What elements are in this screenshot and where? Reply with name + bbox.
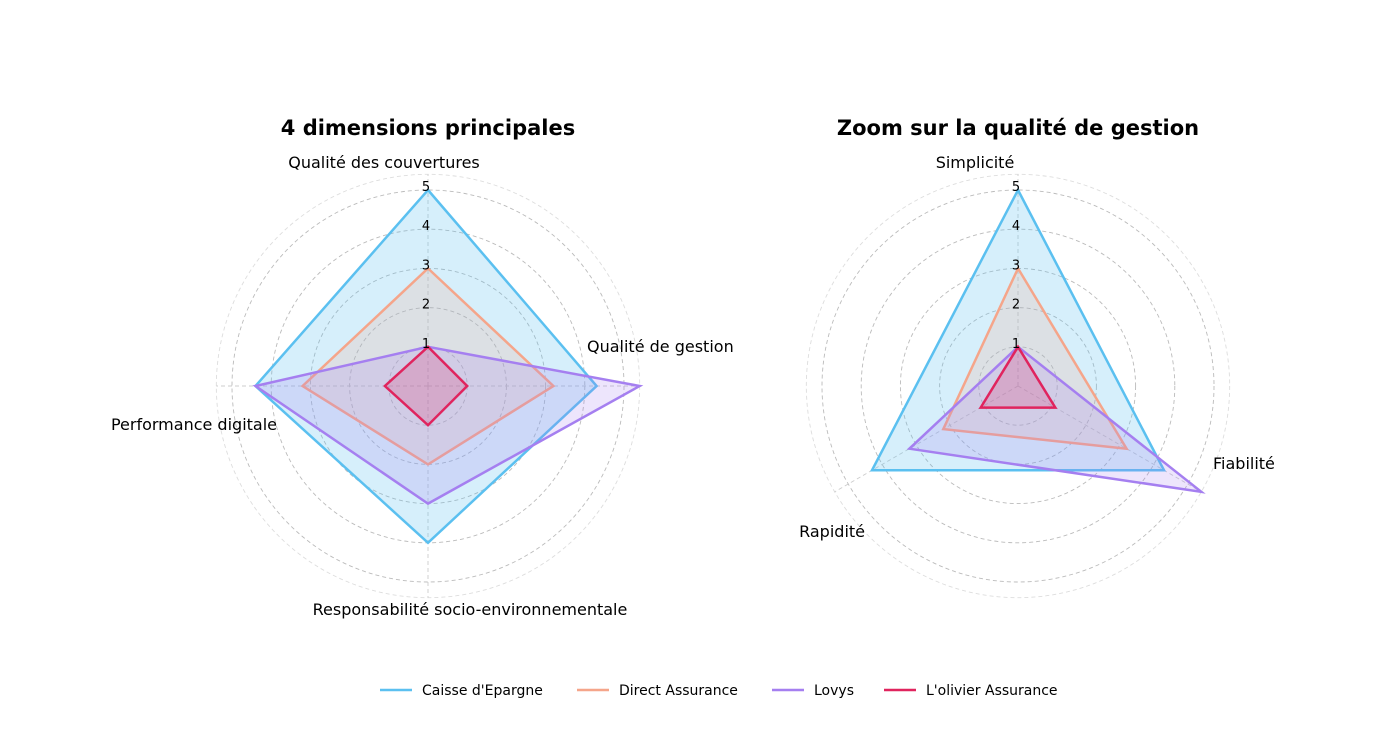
legend-item-lovys: Lovys (772, 683, 854, 699)
grid-spoke (834, 385, 1019, 493)
axis-label-responsabilite-socio-environnementale: Responsabilité socio-environnementale (313, 600, 628, 619)
radar-chart-management: 1 2 3 4 5 Simplicité Fiabilité Rapidité Zoom sur… (799, 116, 1275, 599)
series-caisse-d-epargne (869, 187, 1167, 472)
legend-label: L'olivier Assurance (926, 683, 1058, 699)
series-l-olivier-assurance (978, 344, 1058, 409)
tick-label: 2 (1012, 298, 1020, 313)
tick-label: 4 (1012, 219, 1020, 234)
legend: Caisse d'Epargne Direct Assurance Lovys L'o… (380, 683, 1058, 699)
tick-label: 1 (422, 337, 430, 352)
tick-label: 4 (422, 219, 430, 234)
chart-title: Zoom sur la qualité de gestion (837, 116, 1199, 140)
axis-label-performance-digitale: Performance digitale (111, 415, 277, 434)
tick-label: 3 (1012, 258, 1020, 273)
series-lovys (252, 345, 644, 506)
series-l-olivier-assurance (383, 345, 469, 427)
legend-item-caisse-d-epargne: Caisse d'Epargne (380, 683, 543, 699)
grid-circle (821, 189, 1215, 583)
legend-item-l-olivier-assurance: L'olivier Assurance (884, 683, 1058, 699)
axis-label-rapidite: Rapidité (799, 522, 865, 541)
legend-label: Caisse d'Epargne (422, 683, 543, 699)
tick-label: 2 (422, 298, 430, 313)
axis-label-qualite-des-couvertures: Qualité des couvertures (288, 153, 480, 172)
axis-label-qualite-de-gestion: Qualité de gestion (587, 337, 734, 356)
legend-label: Lovys (814, 683, 854, 699)
tick-label: 1 (1012, 337, 1020, 352)
tick-label: 3 (422, 258, 430, 273)
series-caisse-d-epargne (253, 188, 599, 545)
tick-label: 5 (1012, 180, 1020, 195)
chart-title: 4 dimensions principales (281, 116, 575, 140)
axis-label-fiabilite: Fiabilité (1213, 454, 1275, 473)
legend-label: Direct Assurance (619, 683, 738, 699)
series-direct-assurance (941, 265, 1129, 451)
grid-circle (805, 173, 1231, 599)
axis-label-simplicite: Simplicité (936, 153, 1015, 172)
grid-spoke (1017, 385, 1202, 493)
radar-chart-main: 1 2 3 4 5 Qualité des couvertures Qualité de g… (111, 116, 734, 619)
series-direct-assurance (300, 266, 556, 466)
series-lovys (906, 345, 1206, 494)
legend-item-direct-assurance: Direct Assurance (577, 683, 738, 699)
tick-label: 5 (422, 180, 430, 195)
